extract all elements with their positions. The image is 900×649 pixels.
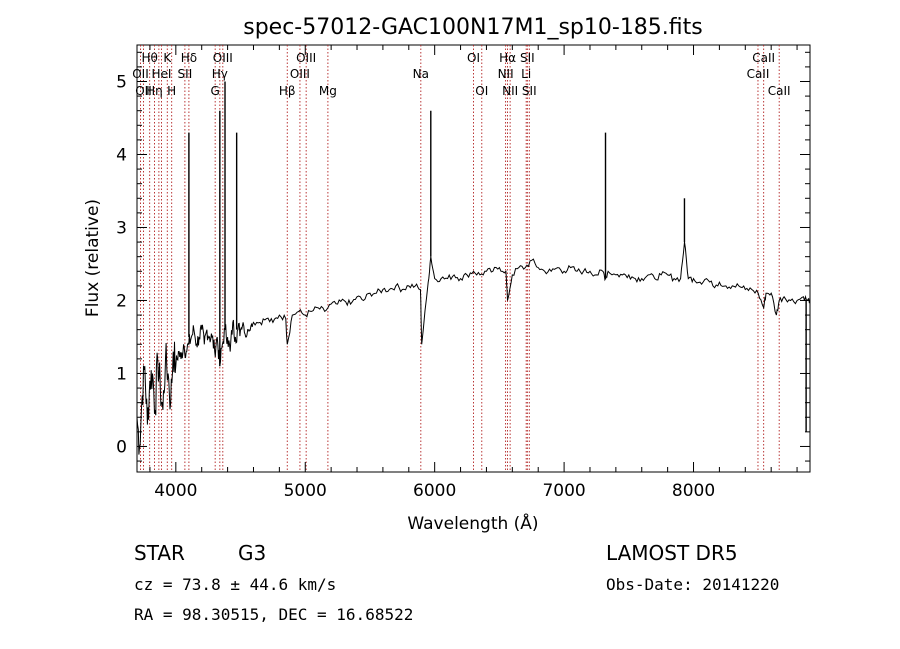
spectral-line-label: Na — [413, 67, 429, 81]
spectral-line-label: SII — [520, 51, 535, 65]
spectral-line-label: NII — [502, 84, 518, 98]
spectrum-line — [136, 242, 811, 455]
spectral-line-label: CaII — [768, 84, 791, 98]
y-tick-label: 5 — [116, 72, 127, 92]
y-tick-label: 3 — [116, 218, 127, 238]
spectral-line-label: Mg — [319, 84, 337, 98]
spectral-line-label: OIII — [296, 51, 316, 65]
x-tick-label: 5000 — [284, 481, 327, 501]
x-tick-label: 8000 — [672, 481, 715, 501]
observation-date: Obs-Date: 20141220 — [606, 575, 779, 594]
x-tick-label: 6000 — [413, 481, 456, 501]
spectral-line-label: Hβ — [279, 84, 296, 98]
spectral-line-label: NII — [498, 67, 514, 81]
y-tick-label: 1 — [116, 364, 127, 384]
survey-name: LAMOST DR5 — [606, 541, 738, 565]
y-tick-label: 2 — [116, 291, 127, 311]
x-tick-label: 4000 — [154, 481, 197, 501]
x-tick-label: 7000 — [542, 481, 585, 501]
y-tick-label: 0 — [116, 437, 127, 457]
spectral-line-label: HeI — [151, 67, 171, 81]
star-class: STAR — [134, 541, 185, 565]
spectral-line-label: Hη — [146, 84, 163, 98]
spectral-line-label: G — [211, 84, 220, 98]
spectral-line-label: OIII — [213, 51, 233, 65]
line-labels: OIIOIIHθHηHeIKHSIIHδGHγOIIIHβOIIIOIIIMgN… — [132, 51, 790, 98]
spectral-line-label: OI — [467, 51, 480, 65]
redshift-value: cz = 73.8 ± 44.6 km/s — [134, 575, 336, 594]
chart-title: spec-57012-GAC100N17M1_sp10-185.fits — [243, 15, 703, 40]
coordinates: RA = 98.30515, DEC = 16.68522 — [134, 605, 413, 624]
spectral-line-label: H — [167, 84, 176, 98]
spectral-line-label: CaII — [747, 67, 770, 81]
spectral-line-label: OIII — [290, 67, 310, 81]
spectral-line-label: SII — [522, 84, 537, 98]
line-markers — [140, 45, 780, 472]
spectral-line-label: OII — [135, 84, 152, 98]
ticks-layer: 4000 5000 6000 7000 8000 0 1 2 3 4 5 — [116, 45, 810, 501]
spectral-line-label: OI — [475, 84, 488, 98]
spectral-line-label: Li — [521, 67, 531, 81]
y-axis-label: Flux (relative) — [83, 199, 103, 317]
spectral-line-label: Hγ — [212, 67, 228, 81]
spectral-line-label: Hδ — [181, 51, 197, 65]
x-axis-label: Wavelength (Å) — [407, 512, 538, 534]
series-layer — [136, 81, 811, 455]
spectral-line-label: K — [163, 51, 172, 65]
y-tick-label: 4 — [116, 145, 127, 165]
spectral-line-label: OII — [132, 67, 149, 81]
spectral-line-label: CaII — [752, 51, 775, 65]
spectral-line-label: Hθ — [141, 51, 157, 65]
spectral-line-label: Hα — [499, 51, 516, 65]
spectral-line-label: SII — [178, 67, 193, 81]
star-subclass: G3 — [238, 541, 266, 565]
